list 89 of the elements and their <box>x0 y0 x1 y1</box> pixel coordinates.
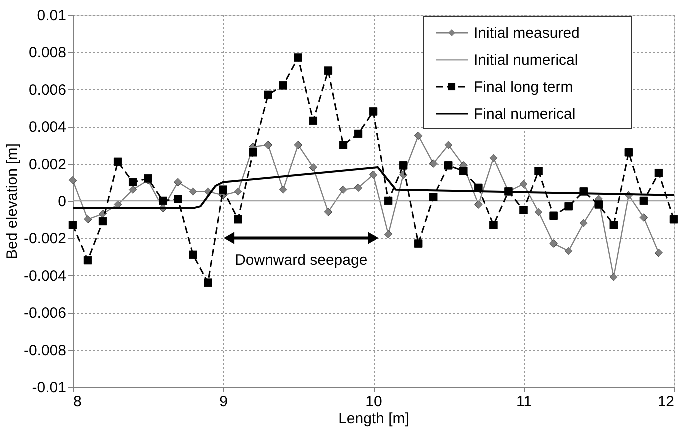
point <box>219 186 228 194</box>
point <box>279 82 288 90</box>
point <box>640 214 648 222</box>
point <box>654 168 664 178</box>
y-tick-label: 0 <box>58 194 66 210</box>
point <box>520 206 528 214</box>
point <box>114 158 122 166</box>
point <box>564 247 573 256</box>
point <box>84 215 92 224</box>
point <box>339 141 348 150</box>
y-tick-label: -0.002 <box>24 230 66 248</box>
point <box>429 160 438 168</box>
point <box>384 196 393 206</box>
point <box>128 178 138 187</box>
point <box>460 167 468 176</box>
point <box>534 208 543 216</box>
x-tick-label: 11 <box>516 394 532 410</box>
point <box>309 163 318 172</box>
point <box>520 180 528 188</box>
y-axis-title: Bed elevation [m] <box>4 144 21 260</box>
y-tick-label: -0.006 <box>24 305 66 322</box>
point <box>610 221 618 230</box>
point <box>624 148 634 157</box>
point <box>444 162 453 170</box>
point <box>189 188 198 196</box>
y-tick-label: -0.008 <box>24 342 66 360</box>
point <box>369 170 378 180</box>
annotation: Downward seepage <box>235 252 368 270</box>
x-tick-label: 10 <box>366 394 382 410</box>
y-tick-label: 0.004 <box>28 119 66 136</box>
point <box>249 148 258 157</box>
point <box>98 210 108 218</box>
point <box>324 208 333 216</box>
point <box>279 186 288 194</box>
point <box>234 188 242 196</box>
point <box>234 215 242 224</box>
point <box>309 116 318 126</box>
point <box>174 178 182 187</box>
point <box>490 154 498 162</box>
y-tick-label: -0.004 <box>24 268 66 285</box>
point <box>654 248 664 258</box>
point <box>354 130 363 138</box>
point <box>640 196 648 206</box>
point <box>369 108 378 116</box>
point <box>414 132 423 140</box>
point <box>68 221 78 230</box>
point <box>264 90 272 100</box>
x-tick-label: 9 <box>220 394 228 410</box>
point <box>580 219 588 228</box>
point <box>174 195 182 204</box>
y-tick-label: -0.01 <box>32 380 66 396</box>
x-tick-label: 12 <box>658 394 674 410</box>
point <box>189 250 198 260</box>
point <box>429 193 438 202</box>
point <box>324 66 333 75</box>
point <box>594 200 603 209</box>
point <box>550 240 558 248</box>
point <box>670 215 678 224</box>
point <box>444 141 453 150</box>
y-tick-label: 0.008 <box>28 44 66 62</box>
point <box>474 200 483 209</box>
legend-label: Final long term <box>474 79 574 96</box>
point <box>128 186 138 194</box>
point <box>294 54 302 62</box>
legend-label: Initial numerical <box>474 52 578 69</box>
x-tick-label: 8 <box>74 394 82 410</box>
point <box>399 162 408 170</box>
point <box>564 202 573 211</box>
point <box>294 141 302 150</box>
point <box>84 256 92 265</box>
point <box>339 186 348 194</box>
point <box>490 221 498 230</box>
point <box>414 240 423 248</box>
legend-label: Final numerical <box>474 106 576 123</box>
x-axis-title: Length [m] <box>338 410 410 428</box>
point <box>159 196 168 206</box>
legend-label: Initial measured <box>474 25 580 42</box>
point <box>98 217 108 226</box>
y-tick-label: 0.002 <box>28 156 66 174</box>
point <box>550 212 558 220</box>
point <box>68 176 78 185</box>
point <box>534 167 543 176</box>
point <box>264 141 272 150</box>
point <box>610 273 618 282</box>
point <box>204 278 212 287</box>
y-tick-label: 0.01 <box>37 8 66 24</box>
y-tick-label: 0.006 <box>28 82 66 99</box>
point <box>384 230 393 239</box>
point <box>354 184 363 192</box>
